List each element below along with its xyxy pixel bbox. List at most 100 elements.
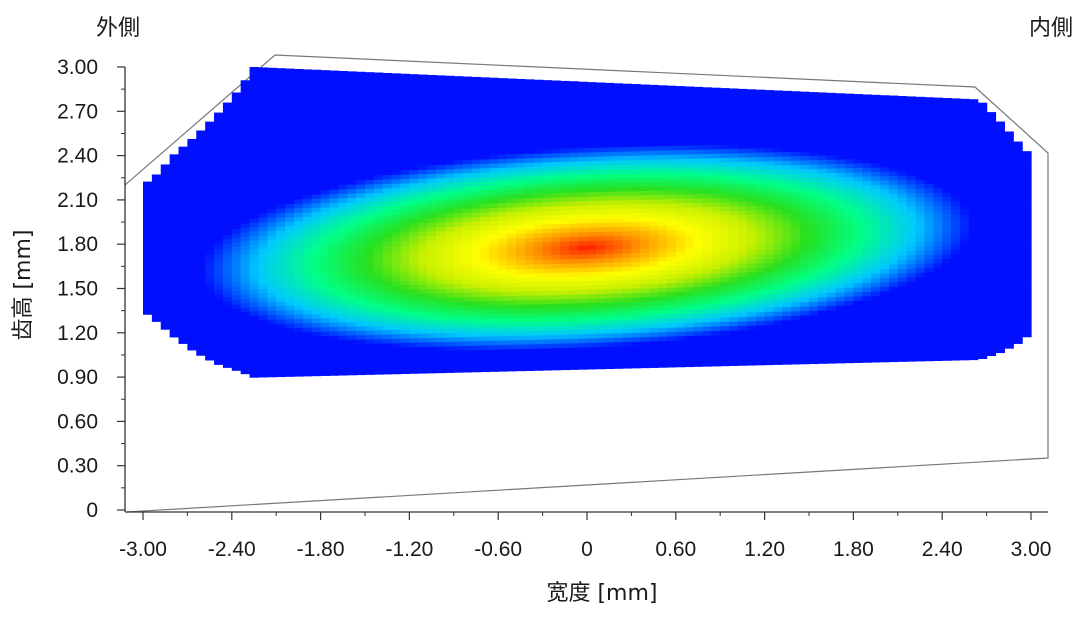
heat-cell bbox=[587, 364, 597, 370]
heat-cell bbox=[293, 83, 304, 89]
heat-cell bbox=[302, 145, 313, 151]
heat-cell bbox=[373, 125, 384, 132]
heat-cell bbox=[498, 127, 508, 133]
heat-cell bbox=[746, 89, 757, 91]
heat-cell bbox=[240, 98, 251, 104]
heat-cell bbox=[773, 178, 783, 184]
heat-cell bbox=[391, 338, 402, 344]
heat-cell bbox=[507, 361, 517, 367]
heat-cell bbox=[151, 175, 162, 181]
heat-cell bbox=[373, 192, 384, 198]
heat-cell bbox=[809, 323, 819, 329]
heat-cell bbox=[560, 342, 570, 348]
heat-cell bbox=[365, 104, 375, 110]
heat-cell bbox=[338, 144, 348, 150]
heat-cell bbox=[666, 202, 677, 209]
heat-cell bbox=[480, 114, 490, 120]
heat-cell bbox=[507, 140, 517, 146]
heat-cell bbox=[498, 366, 508, 372]
heat-cell bbox=[285, 234, 295, 240]
heat-cell bbox=[276, 314, 286, 320]
heat-cell bbox=[409, 107, 419, 113]
heat-cell bbox=[444, 150, 455, 156]
heat-cell bbox=[249, 337, 260, 343]
heat-cell bbox=[684, 109, 695, 115]
heat-cell bbox=[782, 142, 792, 148]
heat-cell bbox=[773, 191, 783, 197]
heat-cell bbox=[231, 246, 242, 252]
heat-cell bbox=[746, 329, 757, 335]
heat-cell bbox=[569, 338, 579, 344]
heat-cell bbox=[622, 181, 632, 187]
heat-cell bbox=[507, 220, 517, 226]
heat-cell bbox=[462, 274, 473, 280]
heat-cell bbox=[693, 313, 704, 319]
heat-cell bbox=[702, 264, 712, 270]
heat-cell bbox=[338, 273, 348, 279]
heat-cell bbox=[764, 209, 775, 215]
heat-cell bbox=[143, 256, 153, 262]
heat-cell bbox=[169, 270, 180, 276]
heat-cell bbox=[782, 284, 792, 290]
heat-cell bbox=[640, 101, 650, 107]
heat-cell bbox=[249, 288, 260, 294]
heat-cell bbox=[471, 309, 482, 315]
heat-cell bbox=[755, 342, 766, 348]
heat-cell bbox=[666, 176, 677, 182]
heat-cell bbox=[373, 303, 384, 309]
heat-cell bbox=[702, 206, 712, 212]
heat-cell bbox=[622, 217, 632, 223]
heat-cell bbox=[427, 235, 437, 241]
heat-cell bbox=[427, 204, 437, 210]
heat-cell bbox=[542, 80, 553, 83]
heat-cell bbox=[507, 109, 517, 115]
heat-cell bbox=[231, 312, 242, 318]
heat-cell bbox=[587, 89, 597, 95]
heat-cell bbox=[258, 341, 268, 347]
heat-cell bbox=[302, 189, 313, 195]
heat-cell bbox=[258, 337, 268, 343]
heat-cell bbox=[453, 93, 464, 99]
heat-cell bbox=[444, 97, 455, 103]
heat-cell bbox=[329, 82, 339, 88]
heat-cell bbox=[356, 321, 366, 327]
heat-cell bbox=[809, 292, 819, 298]
heat-cell bbox=[800, 146, 810, 152]
heat-cell bbox=[436, 279, 446, 285]
heat-cell bbox=[595, 209, 606, 215]
heat-cell bbox=[267, 168, 277, 174]
heat-cell bbox=[276, 137, 286, 143]
heat-cell bbox=[178, 214, 188, 220]
heat-cell bbox=[809, 265, 819, 271]
heat-cell bbox=[240, 160, 251, 166]
heat-cell bbox=[524, 286, 535, 292]
heat-cell bbox=[285, 203, 295, 209]
heat-cell bbox=[391, 81, 402, 87]
heat-cell bbox=[835, 291, 846, 297]
heat-cell bbox=[551, 227, 561, 233]
heat-cell bbox=[258, 221, 268, 227]
heat-cell bbox=[329, 215, 339, 221]
heat-cell bbox=[222, 322, 233, 328]
heat-cell bbox=[338, 180, 348, 186]
heat-cell bbox=[560, 117, 570, 123]
heat-cell bbox=[729, 325, 739, 331]
heat-cell bbox=[658, 132, 668, 138]
heat-cell bbox=[311, 83, 322, 89]
heat-cell bbox=[489, 318, 499, 324]
heat-cell bbox=[409, 125, 419, 131]
heat-cell bbox=[462, 137, 473, 143]
heat-cell bbox=[640, 270, 650, 276]
heat-cell bbox=[320, 304, 331, 310]
heat-cell bbox=[809, 93, 819, 99]
heat-cell bbox=[302, 344, 313, 350]
heat-cell bbox=[338, 339, 348, 345]
heat-cell bbox=[515, 87, 526, 93]
heat-cell bbox=[436, 350, 446, 356]
heat-cell bbox=[675, 295, 686, 301]
heat-cell bbox=[347, 286, 357, 292]
heat-cell bbox=[382, 134, 393, 140]
heat-cell bbox=[187, 309, 197, 315]
heat-cell bbox=[356, 246, 366, 252]
heat-cell bbox=[702, 299, 712, 305]
